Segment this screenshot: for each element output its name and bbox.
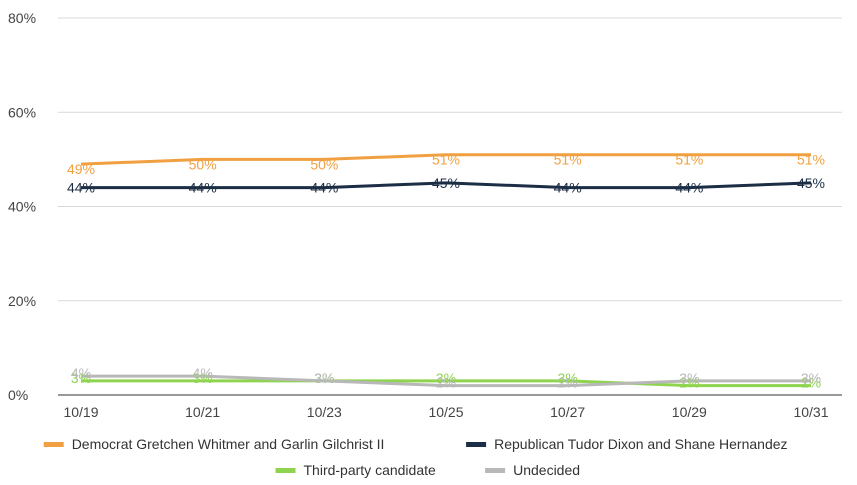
- series-line-3: [81, 374, 811, 388]
- data-label: 44%: [310, 180, 338, 196]
- series-line-0: [80, 153, 811, 166]
- data-label: 4%: [193, 365, 213, 381]
- x-tick-label: 10/23: [307, 404, 342, 420]
- y-tick-label: 80%: [8, 10, 36, 26]
- legend-entry: Democrat Gretchen Whitmer and Garlin Gil…: [72, 436, 385, 452]
- data-label: 4%: [71, 365, 91, 381]
- legend-swatch: [275, 468, 296, 473]
- y-axis-tick-labels: 0% 20% 40% 60% 80%: [8, 10, 36, 403]
- data-labels: 49% 50% 50% 51% 51% 51% 51% 44% 44% 44% 45% 44% 44% 4…: [67, 152, 825, 391]
- y-tick-label: 0%: [8, 387, 28, 403]
- data-label: 51%: [675, 152, 703, 168]
- data-label: 44%: [675, 180, 703, 196]
- data-label: 3%: [314, 370, 334, 386]
- data-label: 3%: [558, 370, 578, 386]
- data-label: 3%: [801, 370, 821, 386]
- legend-entry: Third-party candidate: [304, 462, 437, 478]
- data-label: 51%: [797, 152, 825, 168]
- data-label: 2%: [679, 375, 699, 391]
- data-label: 50%: [310, 156, 338, 172]
- data-label: 44%: [189, 180, 217, 196]
- data-label: 45%: [797, 175, 825, 191]
- data-label: 50%: [189, 156, 217, 172]
- gridlines: [58, 17, 842, 396]
- data-label: 49%: [67, 161, 95, 177]
- x-tick-label: 10/31: [793, 404, 828, 420]
- x-tick-label: 10/27: [550, 404, 585, 420]
- x-tick-label: 10/19: [63, 404, 98, 420]
- legend-entry: Undecided: [513, 462, 580, 478]
- y-tick-label: 40%: [8, 199, 36, 215]
- series-line-1: [81, 181, 812, 190]
- data-label: 44%: [67, 180, 95, 196]
- y-tick-label: 20%: [8, 293, 36, 309]
- y-tick-label: 60%: [8, 104, 36, 120]
- data-label: 2%: [436, 375, 456, 391]
- legend: Democrat Gretchen Whitmer and Garlin Gil…: [43, 436, 788, 478]
- legend-entry: Republican Tudor Dixon and Shane Hernand…: [494, 436, 787, 452]
- data-label: 3%: [679, 370, 699, 386]
- x-tick-label: 10/21: [185, 404, 220, 420]
- data-label: 3%: [193, 370, 213, 386]
- data-label: 2%: [801, 375, 821, 391]
- x-tick-label: 10/25: [428, 404, 463, 420]
- data-label: 2%: [558, 375, 578, 391]
- data-label: 45%: [432, 175, 460, 191]
- data-label: 3%: [436, 370, 456, 386]
- data-label: 44%: [554, 180, 582, 196]
- legend-swatch: [466, 442, 487, 447]
- x-tick-label: 10/29: [672, 404, 707, 420]
- legend-swatch: [485, 468, 506, 473]
- data-label: 3%: [314, 370, 334, 386]
- x-axis-tick-labels: 10/19 10/21 10/23 10/25 10/27 10/29 10/31: [63, 404, 828, 420]
- data-label: 51%: [554, 152, 582, 168]
- data-label: 51%: [432, 152, 460, 168]
- series-line-2: [81, 379, 811, 388]
- data-label: 3%: [71, 370, 91, 386]
- legend-swatch: [43, 442, 64, 447]
- series-lines: [80, 153, 812, 388]
